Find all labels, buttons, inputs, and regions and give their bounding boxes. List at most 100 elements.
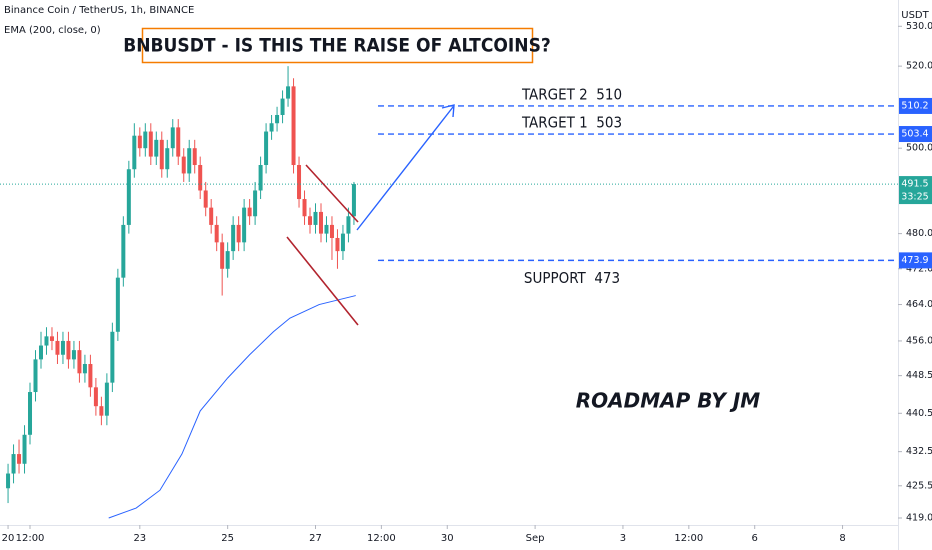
- x-tick-label: 6: [752, 533, 758, 544]
- candle-body: [297, 165, 302, 200]
- y-tick-label: 432.5: [906, 446, 932, 457]
- level-label: TARGET 1 503: [521, 114, 622, 132]
- y-tick-label: 448.5: [906, 370, 932, 381]
- y-tick-label: 425.5: [906, 480, 932, 491]
- candle-body: [225, 251, 230, 269]
- candle-body: [275, 114, 280, 124]
- candle-body: [77, 350, 82, 374]
- wedge-upper: [305, 164, 359, 223]
- candle-body: [6, 473, 11, 489]
- candle-body: [49, 336, 54, 341]
- candle-body: [329, 224, 334, 238]
- y-tick-label: 419.0: [906, 512, 932, 523]
- candle-body: [181, 156, 186, 174]
- title: BNBUSDT - IS THIS THE RAISE OF ALTCOINS?: [123, 35, 551, 57]
- candle-body: [220, 242, 225, 269]
- candle-body: [247, 207, 252, 217]
- ema-line: [108, 295, 356, 519]
- y-tick-label: 500.0: [906, 143, 932, 154]
- symbol-header: Binance Coin / TetherUS, 1h, BINANCE: [4, 5, 194, 16]
- candle-body: [11, 454, 16, 474]
- level-tag: [899, 97, 932, 114]
- candle-body: [242, 207, 247, 243]
- x-tick-label: 30: [441, 533, 454, 544]
- candle-body: [170, 127, 175, 149]
- x-tick-label: 25: [221, 533, 234, 544]
- y-tick-label: 440.5: [906, 408, 932, 419]
- candle-body: [264, 131, 269, 166]
- level-price-label: 503.4: [901, 129, 928, 140]
- candle-body: [313, 211, 318, 225]
- candle-body: [308, 216, 313, 225]
- candle-body: [198, 165, 203, 191]
- currency: USDT: [901, 10, 929, 21]
- ema-legend: EMA (200, close, 0): [4, 25, 101, 36]
- level-price-label: 510.2: [901, 100, 928, 111]
- candle-body: [154, 139, 159, 157]
- candle-body: [82, 364, 87, 374]
- candle-body: [280, 98, 285, 115]
- candle-body: [286, 86, 291, 99]
- y-tick-label: 520.0: [906, 61, 932, 72]
- last-price-tag: [899, 176, 932, 205]
- x-tick-label: 23: [133, 533, 146, 544]
- candle-body: [66, 340, 71, 360]
- signature: ROADMAP BY JM: [576, 389, 761, 413]
- title-box: [141, 27, 534, 64]
- y-tick-label: 472.0: [906, 263, 932, 274]
- y-tick-label: 456.0: [906, 335, 932, 346]
- candle-body: [346, 216, 351, 234]
- candle-body: [176, 127, 181, 157]
- candle-body: [203, 190, 208, 208]
- candle-body: [269, 123, 274, 132]
- candle-body: [335, 237, 340, 252]
- candle-body: [126, 169, 131, 225]
- candle-body: [99, 406, 104, 416]
- candle-body: [148, 131, 153, 157]
- candle-body: [231, 224, 236, 252]
- candle-body: [302, 199, 307, 217]
- countdown-label: 33:25: [901, 192, 928, 203]
- candle-body: [192, 148, 197, 166]
- candle-body: [318, 211, 323, 234]
- level-label: SUPPORT 473: [524, 269, 620, 287]
- candle-body: [209, 207, 214, 225]
- candle-body: [33, 359, 38, 393]
- candle-body: [143, 131, 148, 149]
- wedge-lower: [286, 236, 359, 326]
- candle-body: [60, 340, 65, 355]
- x-tick-label: 12:00: [674, 533, 703, 544]
- arrow-head: [441, 104, 455, 118]
- candle-body: [71, 350, 76, 360]
- candle-body: [214, 224, 219, 243]
- candle-body: [121, 224, 126, 278]
- candle-body: [28, 392, 33, 435]
- candle-body: [44, 336, 49, 346]
- x-tick-label: 12:00: [367, 533, 396, 544]
- candle-body: [291, 86, 296, 166]
- candle-body: [340, 233, 345, 252]
- candle-body: [93, 387, 98, 407]
- x-tick-label: 12:00: [16, 533, 45, 544]
- candle-body: [38, 345, 43, 360]
- y-tick-label: 480.0: [906, 228, 932, 239]
- candle-body: [351, 184, 356, 217]
- candle-body: [236, 224, 241, 243]
- candle-body: [165, 148, 170, 170]
- level-label: TARGET 2 510: [521, 85, 622, 103]
- y-tick-label: 530.0: [906, 21, 932, 32]
- candle-body: [253, 190, 258, 217]
- x-tick-label: 8: [839, 533, 845, 544]
- y-tick-label: 464.0: [906, 299, 932, 310]
- candle-body: [324, 224, 329, 234]
- x-tick-label: 20: [2, 533, 15, 544]
- level-tag: [899, 252, 932, 269]
- plot: 530.0 520.0 500.0 480.0 472.0 464.0 456.0 448.5…: [0, 21, 932, 544]
- last-price-label: 491.5: [901, 179, 928, 190]
- projection-arrow: [356, 106, 454, 231]
- candle-body: [115, 277, 120, 332]
- x-tick-label: Sep: [526, 533, 545, 544]
- x-tick-label: 27: [309, 533, 322, 544]
- x-tick-label: 3: [620, 533, 626, 544]
